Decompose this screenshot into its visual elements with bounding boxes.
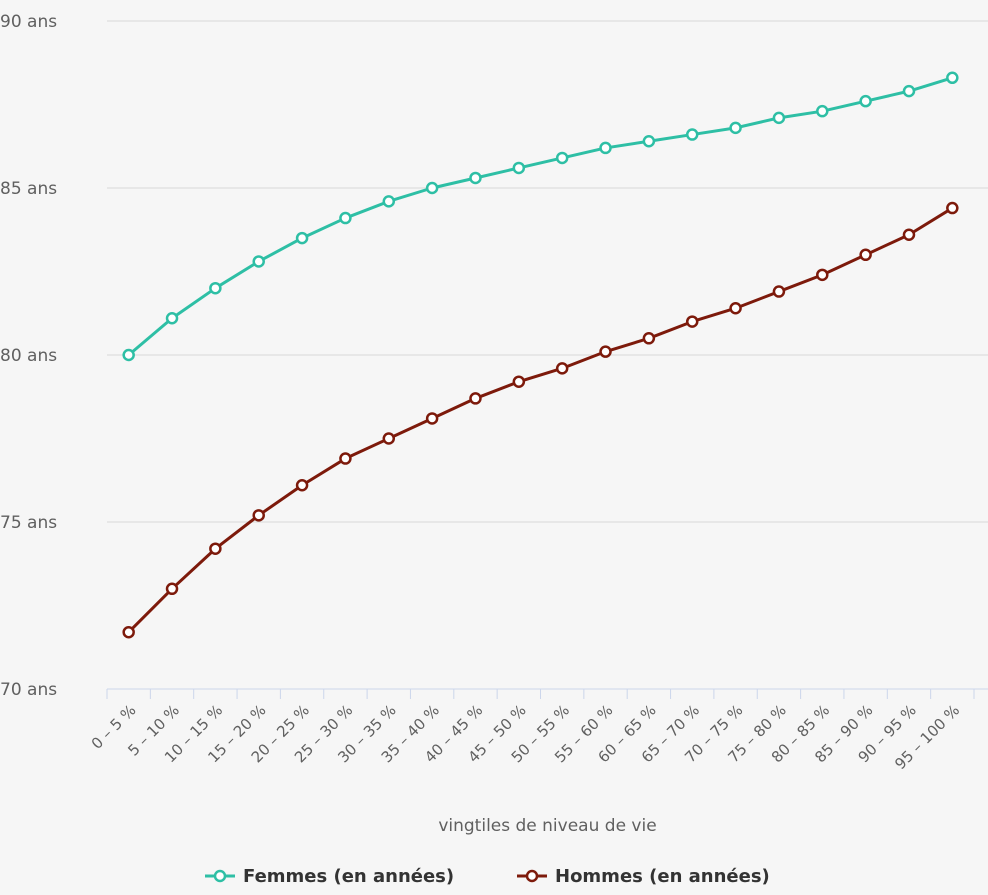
data-point — [859, 248, 872, 262]
series-line — [127, 206, 954, 634]
data-point — [555, 362, 569, 375]
data-point — [295, 231, 309, 245]
data-point — [122, 348, 135, 362]
data-point — [642, 332, 656, 345]
data-point — [816, 104, 829, 118]
y-tick-label: 80 ans — [0, 346, 57, 366]
data-point — [685, 128, 699, 141]
data-point — [469, 392, 482, 405]
x-axis-label: vingtiles de niveau de vie — [438, 816, 656, 836]
data-point — [469, 171, 482, 185]
data-point — [772, 111, 786, 125]
data-point — [382, 195, 396, 208]
data-point — [946, 71, 959, 85]
data-point — [946, 201, 959, 215]
x-axis: 0 – 5 %5 – 10 %10 – 15 %15 – 20 %20 – 25… — [88, 688, 988, 773]
data-point — [295, 479, 309, 492]
data-point — [729, 121, 742, 135]
data-point — [729, 301, 742, 315]
data-point — [599, 345, 612, 358]
y-tick-label: 90 ans — [0, 12, 57, 32]
data-point — [555, 151, 569, 165]
y-tick-label: 70 ans — [0, 680, 57, 700]
data-point — [339, 452, 352, 465]
y-tick-label: 75 ans — [0, 513, 57, 533]
series-line — [127, 76, 953, 357]
data-point — [425, 181, 439, 195]
data-point — [382, 432, 396, 445]
data-point — [122, 625, 135, 639]
y-tick-label: 85 ans — [0, 179, 57, 199]
data-point — [209, 281, 222, 295]
data-point — [425, 412, 439, 425]
data-point — [685, 315, 699, 328]
data-point — [339, 211, 352, 225]
legend: Femmes (en années) Hommes (en années) — [205, 866, 770, 887]
data-point — [772, 285, 786, 298]
legend-label: Hommes (en années) — [555, 866, 770, 887]
data-point — [902, 84, 916, 98]
legend-marker — [213, 869, 227, 883]
grid-lines — [107, 20, 988, 523]
data-point — [252, 509, 265, 522]
data-point — [209, 542, 222, 555]
data-point — [165, 312, 179, 325]
data-point — [599, 141, 612, 155]
series-layer — [122, 71, 959, 639]
data-point — [165, 582, 179, 596]
data-point — [512, 375, 526, 388]
y-axis: 70 ans 75 ans 80 ans 85 ans 90 ans — [0, 12, 57, 700]
data-point — [642, 134, 656, 148]
data-point — [859, 94, 872, 108]
data-point — [902, 228, 916, 242]
legend-marker — [525, 869, 539, 883]
data-point — [816, 268, 829, 282]
legend-label: Femmes (en années) — [243, 866, 454, 887]
data-point — [512, 161, 526, 175]
data-point — [252, 255, 265, 268]
